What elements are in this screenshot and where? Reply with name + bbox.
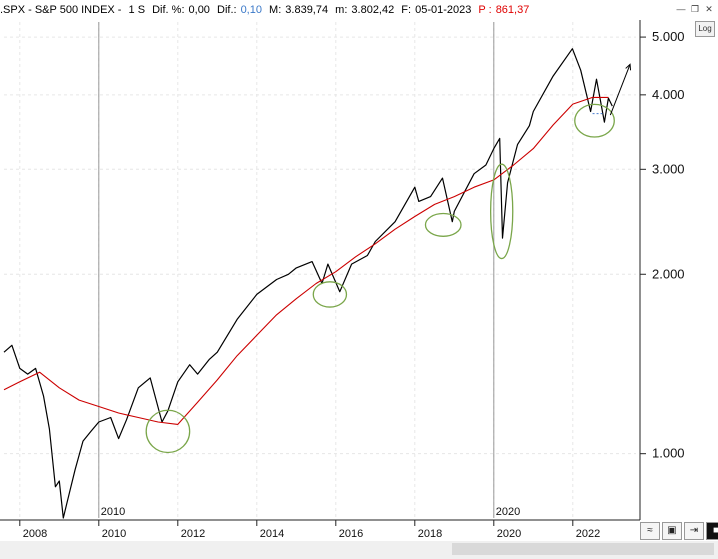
highlight-ellipse bbox=[574, 103, 615, 138]
year-marker-label: 2020 bbox=[496, 506, 520, 518]
highlight-ellipse bbox=[312, 281, 348, 308]
close-icon[interactable]: ✕ bbox=[705, 4, 713, 14]
zoom-icon[interactable]: ≈ bbox=[640, 522, 660, 540]
highlight-ellipse bbox=[424, 212, 462, 237]
max-label: M: bbox=[269, 4, 282, 16]
x-tick-label: 2020 bbox=[497, 528, 521, 540]
moving-average-line bbox=[3, 96, 609, 425]
x-tick-label: 2022 bbox=[576, 528, 600, 540]
date-label: F: bbox=[401, 4, 412, 16]
color-swatch-icon[interactable]: ■ bbox=[706, 522, 718, 540]
chart-header: .SPX - S&P 500 INDEX - 1 S Dif. %: 0,00 D… bbox=[0, 0, 718, 20]
save-icon[interactable]: ▣ bbox=[662, 522, 682, 540]
minimize-icon[interactable]: — bbox=[676, 4, 686, 14]
highlight-ellipse bbox=[489, 163, 514, 260]
chart-toolbar: ≈ ▣ ⇥ ■ bbox=[640, 522, 718, 540]
y-tick-label: 2.000 bbox=[652, 266, 685, 281]
dif-pct-value: 0,00 bbox=[188, 4, 210, 16]
dif-label: Dif.: bbox=[217, 4, 237, 16]
y-tick-label: 5.000 bbox=[652, 29, 685, 44]
p-label: P : bbox=[478, 4, 492, 16]
x-tick-label: 2010 bbox=[102, 528, 126, 540]
forecast-arrow bbox=[609, 64, 631, 116]
dif-pct-label: Dif. %: bbox=[152, 4, 185, 16]
dif-value: 0,10 bbox=[240, 4, 262, 16]
pin-icon[interactable]: ⇥ bbox=[684, 522, 704, 540]
restore-icon[interactable]: ❐ bbox=[690, 4, 700, 14]
date-value: 05-01-2023 bbox=[415, 4, 472, 16]
price-chart: 2010 2020 1.000 2.000 3.000 4.000 5.000 2008 2… bbox=[0, 20, 685, 540]
min-label: m: bbox=[335, 4, 348, 16]
horizontal-scrollbar[interactable] bbox=[452, 543, 714, 555]
forecast-arrow-head bbox=[625, 63, 632, 71]
x-tick-label: 2016 bbox=[339, 528, 363, 540]
log-scale-button[interactable]: Log bbox=[695, 21, 715, 37]
year-marker-label: 2010 bbox=[101, 506, 125, 518]
max-value: 3.839,74 bbox=[285, 4, 329, 16]
symbol-label: .SPX - S&P 500 INDEX - bbox=[0, 4, 122, 16]
price-series-line bbox=[3, 48, 613, 519]
p-value: 861,37 bbox=[495, 4, 530, 16]
window-buttons: — ❐ ✕ bbox=[676, 4, 714, 14]
x-tick-label: 2008 bbox=[23, 528, 47, 540]
min-value: 3.802,42 bbox=[351, 4, 395, 16]
y-tick-label: 1.000 bbox=[652, 446, 685, 461]
highlight-ellipse bbox=[145, 409, 191, 454]
x-tick-label: 2014 bbox=[260, 528, 284, 540]
x-tick-label: 2018 bbox=[418, 528, 442, 540]
y-tick-label: 4.000 bbox=[652, 87, 685, 102]
x-tick-label: 2012 bbox=[181, 528, 205, 540]
timeframe-label: 1 S bbox=[128, 4, 146, 16]
y-tick-label: 3.000 bbox=[652, 161, 685, 176]
